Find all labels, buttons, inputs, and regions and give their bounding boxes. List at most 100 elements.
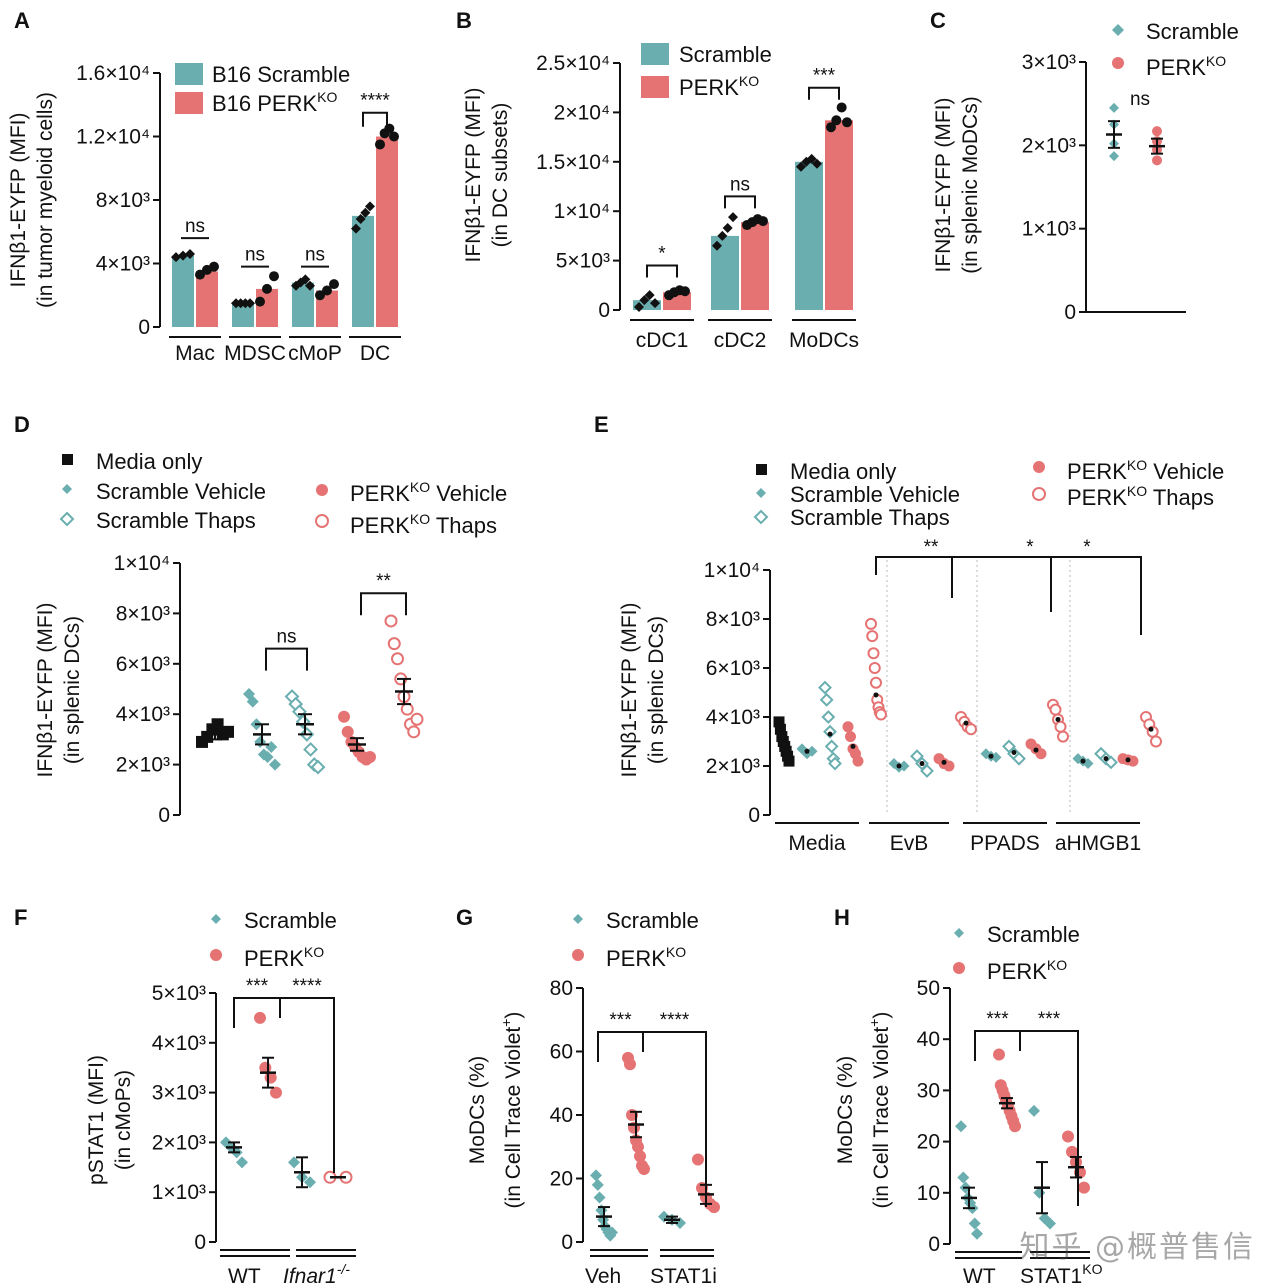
data-point [831, 115, 842, 126]
y-tick-label: 50 [917, 977, 940, 1000]
mean-marker [1080, 758, 1086, 764]
y-axis-title-line2: (in splenic DCs) [61, 616, 84, 764]
bar [633, 300, 661, 310]
y-axis-title: IFNβ1-EYFP (MFI) [7, 112, 30, 287]
data-point [595, 1204, 608, 1217]
data-point [236, 1156, 248, 1169]
data-point [590, 1169, 602, 1182]
data-point [717, 230, 728, 241]
bar [196, 271, 218, 327]
legend-label: PERKKO Vehicle [350, 479, 507, 506]
y-tick-label: 0 [1064, 301, 1076, 324]
legend-marker [62, 484, 72, 494]
data-point [870, 676, 882, 689]
panel-a: A 0 4×10³ 8×10³ 1.2×10⁴ 1.6×10⁴ Mac MDSC cMoP D… [7, 8, 401, 365]
data-point [1152, 155, 1162, 166]
chart-marks: Mac MDSC cMoP DC ns ns ns **** [169, 91, 401, 365]
y-axis: 0 2×10³ 4×10³ 6×10³ 8×10³ 1×10⁴ [704, 559, 771, 827]
significance-label: **** [660, 1010, 690, 1031]
y-tick-label: 1.5×10⁴ [536, 151, 610, 174]
data-point [269, 271, 279, 282]
panel-letter: B [456, 8, 472, 33]
data-point [246, 695, 259, 708]
data-point [1028, 1104, 1040, 1117]
y-tick-label: 2×10³ [116, 754, 170, 777]
data-point [796, 161, 806, 172]
y-axis: 0 20 40 60 80 [550, 977, 584, 1254]
y-tick-label: 40 [550, 1104, 573, 1127]
y-axis-title: pSTAT1 (MFI) [85, 1055, 108, 1185]
significance-bracket [597, 1031, 707, 1207]
data-point [708, 1201, 720, 1214]
legend-label: PERKKO Vehicle [1067, 457, 1224, 484]
bar [741, 222, 769, 310]
y-tick-label: 10 [917, 1182, 940, 1205]
data-point [209, 261, 219, 272]
data-point [1049, 703, 1062, 716]
data-point [355, 214, 366, 225]
significance-label: *** [1038, 1009, 1061, 1030]
mean-marker [781, 741, 787, 747]
data-point [828, 756, 842, 771]
data-point [303, 742, 318, 757]
significance-bracket [974, 1030, 1079, 1206]
y-axis-title-line2: (in Cell Trace Violet+) [866, 1012, 893, 1209]
significance-label: ns [1130, 89, 1150, 110]
y-tick-label: 20 [917, 1131, 940, 1154]
y-tick-label: 2×10⁴ [554, 101, 610, 124]
data-point [758, 216, 768, 227]
data-point [971, 1227, 983, 1240]
y-tick-label: 1.6×10⁴ [76, 62, 150, 85]
category-label: STAT1KO [1020, 1261, 1103, 1288]
y-tick-label: 4×10³ [116, 703, 170, 726]
category-label: WT [228, 1265, 261, 1288]
data-point [351, 223, 361, 234]
significance-label: ** [924, 537, 939, 558]
legend-marker [1033, 461, 1045, 473]
mean-marker [1125, 757, 1131, 763]
data-point [1044, 1217, 1056, 1230]
y-tick-label: 40 [917, 1028, 940, 1051]
data-point [387, 637, 401, 651]
data-point [410, 712, 424, 726]
data-point [866, 630, 879, 643]
y-tick-label: 0 [138, 316, 150, 339]
data-point [305, 280, 315, 291]
category-label: DC [360, 342, 390, 365]
significance-label: ** [376, 571, 391, 592]
data-point [375, 139, 385, 150]
legend-label: PERKKO [606, 944, 686, 971]
y-axis-title-line2: (in DC subsets) [489, 103, 512, 248]
y-axis-title: MoDCs (%) [834, 1056, 857, 1165]
mean-marker [988, 753, 994, 759]
significance-label: *** [813, 66, 836, 87]
y-axis: 0 2×10³ 4×10³ 6×10³ 8×10³ 1×10⁴ [114, 552, 181, 827]
data-point [338, 710, 350, 723]
significance-bracket [360, 592, 407, 616]
data-point [712, 240, 722, 251]
y-tick-label: 80 [550, 977, 573, 1000]
y-axis: 0 1×10³ 2×10³ 3×10³ [1022, 51, 1087, 324]
y-tick-label: 2×10³ [1022, 134, 1076, 157]
significance-label: ns [305, 245, 325, 266]
data-point [591, 1178, 604, 1191]
bar [172, 255, 194, 327]
y-tick-label: 2.5×10⁴ [536, 52, 610, 75]
legend: Scramble PERKKO [641, 42, 772, 100]
watermark: 知乎 @概普售信 [1019, 1230, 1255, 1265]
data-point [812, 158, 822, 169]
y-tick-label: 0 [158, 804, 170, 827]
y-tick-label: 8×10³ [706, 608, 760, 631]
data-point [292, 704, 307, 720]
category-label: STAT1i [650, 1265, 717, 1288]
category-label: MoDCs [789, 329, 859, 352]
data-point [288, 1156, 300, 1169]
panel-d: D 0 2×10³ 4×10³ 6×10³ 8×10³ 1×10⁴ ns ** IFNβ1-… [14, 412, 507, 827]
y-axis-title-line2: (in Cell Trace Violet+) [498, 1012, 525, 1209]
significance-label: * [1026, 537, 1034, 558]
data-point [407, 725, 421, 739]
significance-label: ns [185, 216, 205, 237]
category-label: MDSC [224, 342, 286, 365]
data-point [806, 153, 817, 164]
legend-marker [953, 962, 965, 974]
